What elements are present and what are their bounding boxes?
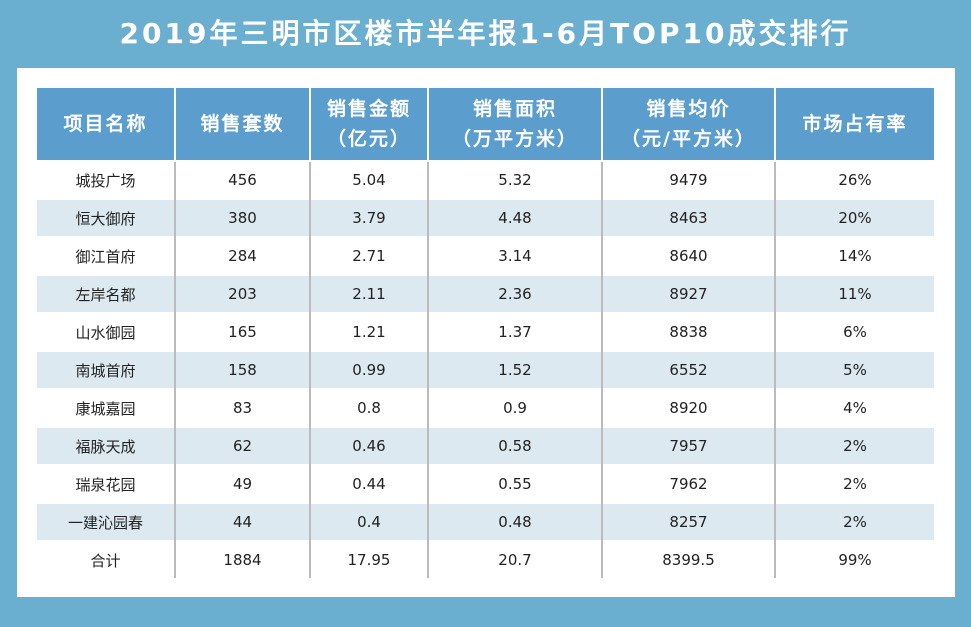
table-cell: 0.9 xyxy=(427,388,602,427)
table-cell: 17.95 xyxy=(309,540,428,578)
header-text: （亿元） xyxy=(326,128,411,150)
table-cell: 1.52 xyxy=(427,350,602,389)
table-row: 南城首府 158 0.99 1.52 6552 5% xyxy=(37,350,934,389)
header-text: 项目名称 xyxy=(63,113,148,135)
table-cell: 5% xyxy=(774,350,934,389)
table-cell: 2.71 xyxy=(309,236,428,275)
table-cell: 7957 xyxy=(601,426,775,465)
table-cell: 0.44 xyxy=(309,464,428,503)
table-cell: 3.14 xyxy=(427,236,602,275)
table-cell: 284 xyxy=(174,236,310,275)
table-cell: 44 xyxy=(174,502,310,541)
table-cell: 2.36 xyxy=(427,274,602,313)
table-cell: 203 xyxy=(174,274,310,313)
header-text: 销售套数 xyxy=(200,113,285,135)
table-cell: 8920 xyxy=(601,388,775,427)
table-cell: 3.79 xyxy=(309,198,428,237)
table-cell: 99% xyxy=(774,540,934,578)
header-cell: 项目名称 xyxy=(37,88,175,161)
table-cell: 9479 xyxy=(601,160,775,199)
table-cell: 2.11 xyxy=(309,274,428,313)
header-text: 销售均价 xyxy=(646,98,731,120)
table-cell: 6552 xyxy=(601,350,775,389)
table-cell: 0.8 xyxy=(309,388,428,427)
table-row: 御江首府 284 2.71 3.14 8640 14% xyxy=(37,236,934,275)
table-row: 康城嘉园 83 0.8 0.9 8920 4% xyxy=(37,388,934,427)
table-cell: 山水御园 xyxy=(37,312,175,351)
table-row: 瑞泉花园 49 0.44 0.55 7962 2% xyxy=(37,464,934,503)
header-text: （元/平方米） xyxy=(621,128,756,150)
table-cell: 1.21 xyxy=(309,312,428,351)
header-text: 销售金额 xyxy=(326,98,411,120)
header-row: 项目名称 销售套数 销售金额 （亿元） 销售面积 （万平方米） 销售均价 （元/平方米） 市场占… xyxy=(37,88,934,161)
table-cell: 2% xyxy=(774,464,934,503)
table-cell: 20.7 xyxy=(427,540,602,578)
table-cell: 2% xyxy=(774,426,934,465)
table-cell: 左岸名都 xyxy=(37,274,175,313)
table-cell: 7962 xyxy=(601,464,775,503)
header-text: （万平方米） xyxy=(451,128,578,150)
table-cell: 26% xyxy=(774,160,934,199)
table-cell: 165 xyxy=(174,312,310,351)
table-cell: 康城嘉园 xyxy=(37,388,175,427)
table-cell: 0.58 xyxy=(427,426,602,465)
table-cell: 8838 xyxy=(601,312,775,351)
table-cell: 49 xyxy=(174,464,310,503)
table-cell: 8927 xyxy=(601,274,775,313)
table-cell: 南城首府 xyxy=(37,350,175,389)
table-cell: 1884 xyxy=(174,540,310,578)
table-cell: 0.55 xyxy=(427,464,602,503)
table-row: 左岸名都 203 2.11 2.36 8927 11% xyxy=(37,274,934,313)
table-cell: 4.48 xyxy=(427,198,602,237)
header-cell: 销售套数 xyxy=(174,88,310,161)
table-cell: 瑞泉花园 xyxy=(37,464,175,503)
table-cell: 2% xyxy=(774,502,934,541)
table-cell: 0.99 xyxy=(309,350,428,389)
table-body: 城投广场 456 5.04 5.32 9479 26% 恒大御府 380 3.79 4.48 846… xyxy=(37,160,934,578)
table-cell: 5.32 xyxy=(427,160,602,199)
table-cell: 合计 xyxy=(37,540,175,578)
table-cell: 83 xyxy=(174,388,310,427)
title: 2019年三明市区楼市半年报1-6月TOP10成交排行 xyxy=(119,17,852,50)
table-cell: 5.04 xyxy=(309,160,428,199)
table-cell: 8399.5 xyxy=(601,540,775,578)
table-cell: 4% xyxy=(774,388,934,427)
panel: 项目名称 销售套数 销售金额 （亿元） 销售面积 （万平方米） 销售均价 （元/平方米） 市场占… xyxy=(17,68,955,597)
table-cell: 62 xyxy=(174,426,310,465)
table-cell: 福脉天成 xyxy=(37,426,175,465)
header-cell: 销售面积 （万平方米） xyxy=(427,88,602,161)
header-cell: 销售均价 （元/平方米） xyxy=(601,88,775,161)
table-cell: 20% xyxy=(774,198,934,237)
table-cell: 0.48 xyxy=(427,502,602,541)
table-cell: 14% xyxy=(774,236,934,275)
table-row: 恒大御府 380 3.79 4.48 8463 20% xyxy=(37,198,934,237)
table-cell: 456 xyxy=(174,160,310,199)
table-cell: 380 xyxy=(174,198,310,237)
header-text: 市场占有率 xyxy=(802,113,908,135)
table-cell: 0.46 xyxy=(309,426,428,465)
table-cell: 1.37 xyxy=(427,312,602,351)
table-cell: 御江首府 xyxy=(37,236,175,275)
ranking-table: 项目名称 销售套数 销售金额 （亿元） 销售面积 （万平方米） 销售均价 （元/平方米） 市场占… xyxy=(37,88,934,578)
header-cell: 市场占有率 xyxy=(774,88,934,161)
table-cell: 一建沁园春 xyxy=(37,502,175,541)
table-row: 城投广场 456 5.04 5.32 9479 26% xyxy=(37,160,934,199)
table-cell: 城投广场 xyxy=(37,160,175,199)
table-row: 山水御园 165 1.21 1.37 8838 6% xyxy=(37,312,934,351)
table-row: 一建沁园春 44 0.4 0.48 8257 2% xyxy=(37,502,934,541)
table-row: 合计 1884 17.95 20.7 8399.5 99% xyxy=(37,540,934,578)
table-cell: 8463 xyxy=(601,198,775,237)
table-cell: 6% xyxy=(774,312,934,351)
table-cell: 8640 xyxy=(601,236,775,275)
table-cell: 8257 xyxy=(601,502,775,541)
table-cell: 158 xyxy=(174,350,310,389)
header-cell: 销售金额 （亿元） xyxy=(309,88,428,161)
table-cell: 恒大御府 xyxy=(37,198,175,237)
table-row: 福脉天成 62 0.46 0.58 7957 2% xyxy=(37,426,934,465)
table-cell: 0.4 xyxy=(309,502,428,541)
table-cell: 11% xyxy=(774,274,934,313)
header-text: 销售面积 xyxy=(472,98,557,120)
